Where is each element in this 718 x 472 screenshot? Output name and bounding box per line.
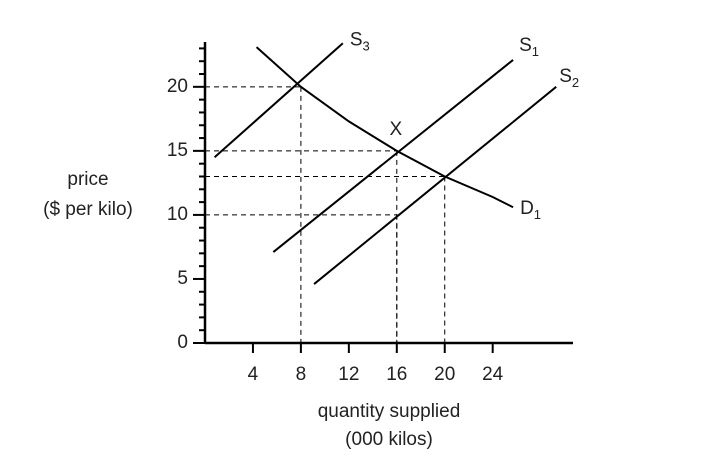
curve-subscript: 2 [572, 75, 579, 90]
y-tick-label: 0 [177, 332, 188, 353]
curve-subscript: 1 [534, 208, 541, 223]
curve-name: D [520, 198, 534, 219]
y-tick-label: 15 [167, 140, 188, 161]
x-tick-label: 16 [386, 364, 407, 385]
annotation: X [389, 119, 402, 140]
x-tick-label: 20 [434, 364, 455, 385]
curve-label: S1 [519, 35, 539, 59]
curve-label: S2 [559, 66, 579, 90]
curve [272, 59, 514, 253]
curve-label: S3 [350, 29, 370, 53]
x-tick-label: 4 [248, 364, 259, 385]
curve-subscript: 1 [532, 44, 539, 59]
curve-subscript: 3 [363, 39, 370, 54]
y-tick-label: 10 [167, 204, 188, 225]
x-tick-label: 24 [482, 364, 504, 385]
x-axis-label: quantity supplied [318, 401, 461, 422]
y-tick-label: 20 [167, 76, 188, 97]
curve-name: S [350, 29, 363, 50]
curve-name: S [559, 66, 572, 87]
curve-label: D1 [520, 198, 541, 222]
x-axis-label: (000 kilos) [345, 429, 433, 450]
y-axis-label: price [67, 169, 108, 190]
x-tick-label: 12 [338, 364, 359, 385]
y-tick-label: 5 [177, 268, 188, 289]
x-tick-label: 8 [296, 364, 307, 385]
curve [255, 46, 514, 209]
y-axis-label: ($ per kilo) [43, 199, 133, 220]
curve-name: S [519, 35, 532, 56]
curve [313, 86, 557, 285]
curve [213, 42, 344, 159]
